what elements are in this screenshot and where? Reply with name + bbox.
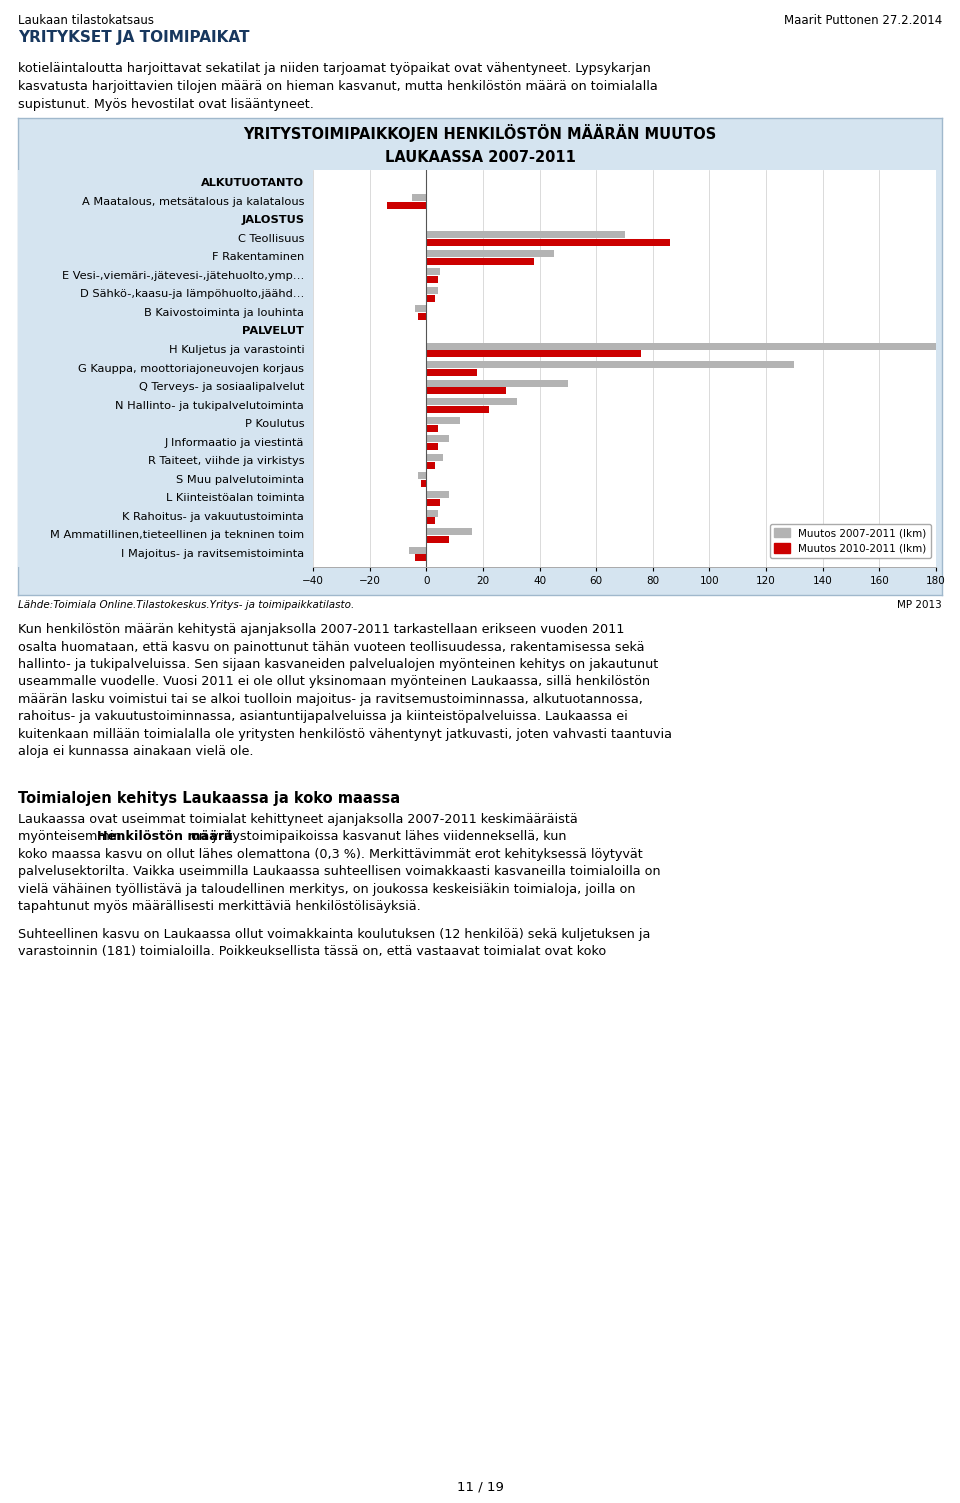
Text: tapahtunut myös määrällisesti merkittäviä henkilöstölisäyksiä.: tapahtunut myös määrällisesti merkittävi… <box>18 900 420 914</box>
Text: LAUKAASSA 2007-2011: LAUKAASSA 2007-2011 <box>385 149 575 164</box>
Text: C Teollisuus: C Teollisuus <box>238 233 304 243</box>
Bar <box>426 231 625 239</box>
Legend: Muutos 2007-2011 (lkm), Muutos 2010-2011 (lkm): Muutos 2007-2011 (lkm), Muutos 2010-2011… <box>770 525 931 558</box>
Bar <box>426 295 435 302</box>
Bar <box>412 194 426 201</box>
Text: MP 2013: MP 2013 <box>898 600 942 610</box>
Text: I Majoitus- ja ravitsemistoiminta: I Majoitus- ja ravitsemistoiminta <box>121 549 304 559</box>
Text: E Vesi-,viemäri-,jätevesi-,jätehuolto,ymp…: E Vesi-,viemäri-,jätevesi-,jätehuolto,ym… <box>61 271 304 281</box>
Bar <box>415 305 426 313</box>
Bar <box>418 472 426 479</box>
Text: Q Terveys- ja sosiaalipalvelut: Q Terveys- ja sosiaalipalvelut <box>138 382 304 392</box>
Bar <box>426 398 516 406</box>
Bar <box>426 287 438 295</box>
Bar <box>420 479 426 487</box>
Text: JALOSTUS: JALOSTUS <box>241 215 304 225</box>
Bar <box>426 380 568 386</box>
Text: Maarit Puttonen 27.2.2014: Maarit Puttonen 27.2.2014 <box>783 14 942 27</box>
Text: kuitenkaan millään toimialalla ole yritysten henkilöstö vähentynyt jatkuvasti, j: kuitenkaan millään toimialalla ole yrity… <box>18 727 672 741</box>
Text: YRITYKSET JA TOIMIPAIKAT: YRITYKSET JA TOIMIPAIKAT <box>18 30 250 45</box>
Text: Lähde:Toimiala Online.Tilastokeskus.Yritys- ja toimipaikkatilasto.: Lähde:Toimiala Online.Tilastokeskus.Yrit… <box>18 600 354 610</box>
Text: K Rahoitus- ja vakuutustoiminta: K Rahoitus- ja vakuutustoiminta <box>122 513 304 522</box>
Text: määrän lasku voimistui tai se alkoi tuolloin majoitus- ja ravitsemustoiminnassa,: määrän lasku voimistui tai se alkoi tuol… <box>18 693 643 706</box>
Text: H Kuljetus ja varastointi: H Kuljetus ja varastointi <box>169 346 304 355</box>
Bar <box>426 424 438 431</box>
Text: supistunut. Myös hevostilat ovat lisääntyneet.: supistunut. Myös hevostilat ovat lisäänt… <box>18 98 314 111</box>
Text: palvelusektorilta. Vaikka useimmilla Laukaassa suhteellisen voimakkaasti kasvane: palvelusektorilta. Vaikka useimmilla Lau… <box>18 866 660 878</box>
Bar <box>426 239 670 246</box>
Bar <box>426 436 449 442</box>
Text: hallinto- ja tukipalveluissa. Sen sijaan kasvaneiden palvelualojen myönteinen ke: hallinto- ja tukipalveluissa. Sen sijaan… <box>18 658 659 670</box>
Text: S Muu palvelutoiminta: S Muu palvelutoiminta <box>176 475 304 485</box>
Bar <box>426 350 641 358</box>
Text: L Kiinteistöalan toiminta: L Kiinteistöalan toiminta <box>165 493 304 504</box>
Bar <box>415 555 426 562</box>
Bar <box>426 510 438 517</box>
Text: varastoinnin (181) toimialoilla. Poikkeuksellista tässä on, että vastaavat toimi: varastoinnin (181) toimialoilla. Poikkeu… <box>18 945 607 959</box>
Text: N Hallinto- ja tukipalvelutoiminta: N Hallinto- ja tukipalvelutoiminta <box>115 401 304 410</box>
Text: aloja ei kunnassa ainakaan vielä ole.: aloja ei kunnassa ainakaan vielä ole. <box>18 745 253 759</box>
Text: Laukaassa ovat useimmat toimialat kehittyneet ajanjaksolla 2007-2011 keskimääräi: Laukaassa ovat useimmat toimialat kehitt… <box>18 813 578 827</box>
Text: J Informaatio ja viestintä: J Informaatio ja viestintä <box>165 437 304 448</box>
Bar <box>426 257 534 265</box>
Bar <box>426 499 441 507</box>
Text: D Sähkö-,kaasu-ja lämpöhuolto,jäähd…: D Sähkö-,kaasu-ja lämpöhuolto,jäähd… <box>80 289 304 299</box>
Bar <box>426 277 438 283</box>
Text: myönteisemmin.: myönteisemmin. <box>18 831 130 843</box>
Bar <box>418 313 426 320</box>
Text: Toimialojen kehitys Laukaassa ja koko maassa: Toimialojen kehitys Laukaassa ja koko ma… <box>18 791 400 806</box>
Text: R Taiteet, viihde ja virkistys: R Taiteet, viihde ja virkistys <box>148 457 304 466</box>
Bar <box>426 535 449 543</box>
Text: 11 / 19: 11 / 19 <box>457 1480 503 1494</box>
Text: koko maassa kasvu on ollut lähes olemattona (0,3 %). Merkittävimmät erot kehityk: koko maassa kasvu on ollut lähes olematt… <box>18 848 643 861</box>
Bar <box>426 269 441 275</box>
Bar <box>426 368 477 376</box>
Text: Laukaan tilastokatsaus: Laukaan tilastokatsaus <box>18 14 154 27</box>
Bar <box>426 461 435 469</box>
Text: M Ammatillinen,tieteellinen ja tekninen toim: M Ammatillinen,tieteellinen ja tekninen … <box>50 531 304 541</box>
Text: osalta huomataan, että kasvu on painottunut tähän vuoteen teollisuudessa, rakent: osalta huomataan, että kasvu on painottu… <box>18 640 644 654</box>
Bar <box>387 201 426 209</box>
Text: Suhteellinen kasvu on Laukaassa ollut voimakkainta koulutuksen (12 henkilöä) sek: Suhteellinen kasvu on Laukaassa ollut vo… <box>18 927 650 941</box>
Text: ALKUTUOTANTO: ALKUTUOTANTO <box>201 177 304 188</box>
Bar <box>426 454 444 461</box>
Bar <box>409 547 426 553</box>
Bar <box>426 416 460 424</box>
Bar <box>426 388 506 394</box>
Bar <box>426 528 471 535</box>
Bar <box>426 249 554 257</box>
Text: PALVELUT: PALVELUT <box>242 326 304 337</box>
Bar <box>426 491 449 497</box>
Text: F Rakentaminen: F Rakentaminen <box>212 253 304 262</box>
Bar <box>426 443 438 449</box>
Text: Kun henkilöstön määrän kehitystä ajanjaksolla 2007-2011 tarkastellaan erikseen v: Kun henkilöstön määrän kehitystä ajanjak… <box>18 624 624 636</box>
Text: kotieläintaloutta harjoittavat sekatilat ja niiden tarjoamat työpaikat ovat vähe: kotieläintaloutta harjoittavat sekatilat… <box>18 62 651 75</box>
Bar <box>426 517 435 525</box>
Bar <box>426 343 939 350</box>
Text: G Kauppa, moottoriajoneuvojen korjaus: G Kauppa, moottoriajoneuvojen korjaus <box>78 364 304 374</box>
Bar <box>426 361 795 368</box>
Text: B Kaivostoiminta ja louhinta: B Kaivostoiminta ja louhinta <box>144 308 304 317</box>
Text: A Maatalous, metsätalous ja kalatalous: A Maatalous, metsätalous ja kalatalous <box>82 197 304 206</box>
Text: vielä vähäinen työllistävä ja taloudellinen merkitys, on joukossa keskeisiäkin t: vielä vähäinen työllistävä ja taloudelli… <box>18 882 636 896</box>
Bar <box>426 406 489 413</box>
Text: Henkilöstön määrä: Henkilöstön määrä <box>97 831 233 843</box>
Text: on yritystoimipaikoissa kasvanut lähes viidenneksellä, kun: on yritystoimipaikoissa kasvanut lähes v… <box>187 831 566 843</box>
Text: useammalle vuodelle. Vuosi 2011 ei ole ollut yksinomaan myönteinen Laukaassa, si: useammalle vuodelle. Vuosi 2011 ei ole o… <box>18 675 650 688</box>
Text: kasvatusta harjoittavien tilojen määrä on hieman kasvanut, mutta henkilöstön mää: kasvatusta harjoittavien tilojen määrä o… <box>18 80 658 93</box>
Text: YRITYSTOIMIPAIKKOJEN HENKILÖSTÖN MÄÄRÄN MUUTOS: YRITYSTOIMIPAIKKOJEN HENKILÖSTÖN MÄÄRÄN … <box>244 123 716 141</box>
Text: rahoitus- ja vakuutustoiminnassa, asiantuntijapalveluissa ja kiinteistöpalveluis: rahoitus- ja vakuutustoiminnassa, asiant… <box>18 711 628 723</box>
Text: P Koulutus: P Koulutus <box>245 419 304 430</box>
